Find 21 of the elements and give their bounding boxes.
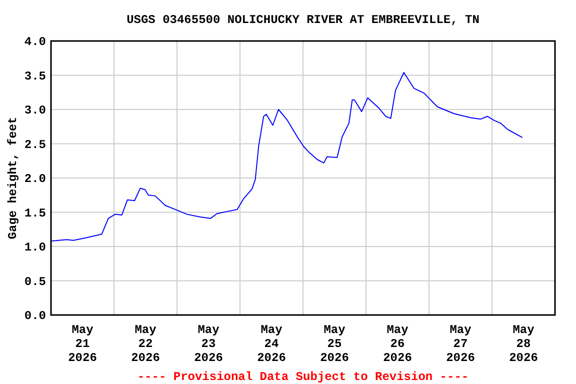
x-tick-label: May 25 2026 <box>320 323 349 365</box>
x-tick-label: May 24 2026 <box>257 323 286 365</box>
x-tick-label: May 27 2026 <box>446 323 475 365</box>
y-tick-label: 0.0 <box>24 309 46 324</box>
chart-title: USGS 03465500 NOLICHUCKY RIVER AT EMBREEVILLE, TN <box>126 13 480 27</box>
x-tick-label: May 22 2026 <box>131 323 160 365</box>
y-tick-label: 1.5 <box>24 206 46 220</box>
x-tick-label: May 21 2026 <box>68 323 97 365</box>
line-series <box>51 72 523 242</box>
y-tick-label: 1.0 <box>24 240 46 255</box>
x-tick-label: May 26 2026 <box>383 323 412 365</box>
x-tick-label: May 23 2026 <box>194 323 223 365</box>
y-tick-label: 3.0 <box>24 104 46 118</box>
y-tick-label: 3.5 <box>24 69 46 84</box>
y-axis-title: Gage height, feet <box>6 116 20 240</box>
y-tick-label: 0.5 <box>24 274 46 289</box>
x-tick-label: May 28 2026 <box>509 323 538 365</box>
y-tick-label: 4.0 <box>24 35 46 50</box>
y-tick-label: 2.5 <box>24 138 46 152</box>
y-tick-label: 2.0 <box>24 172 46 186</box>
text: ---- Provisional Data Subject to Revision ---- <box>137 370 469 384</box>
